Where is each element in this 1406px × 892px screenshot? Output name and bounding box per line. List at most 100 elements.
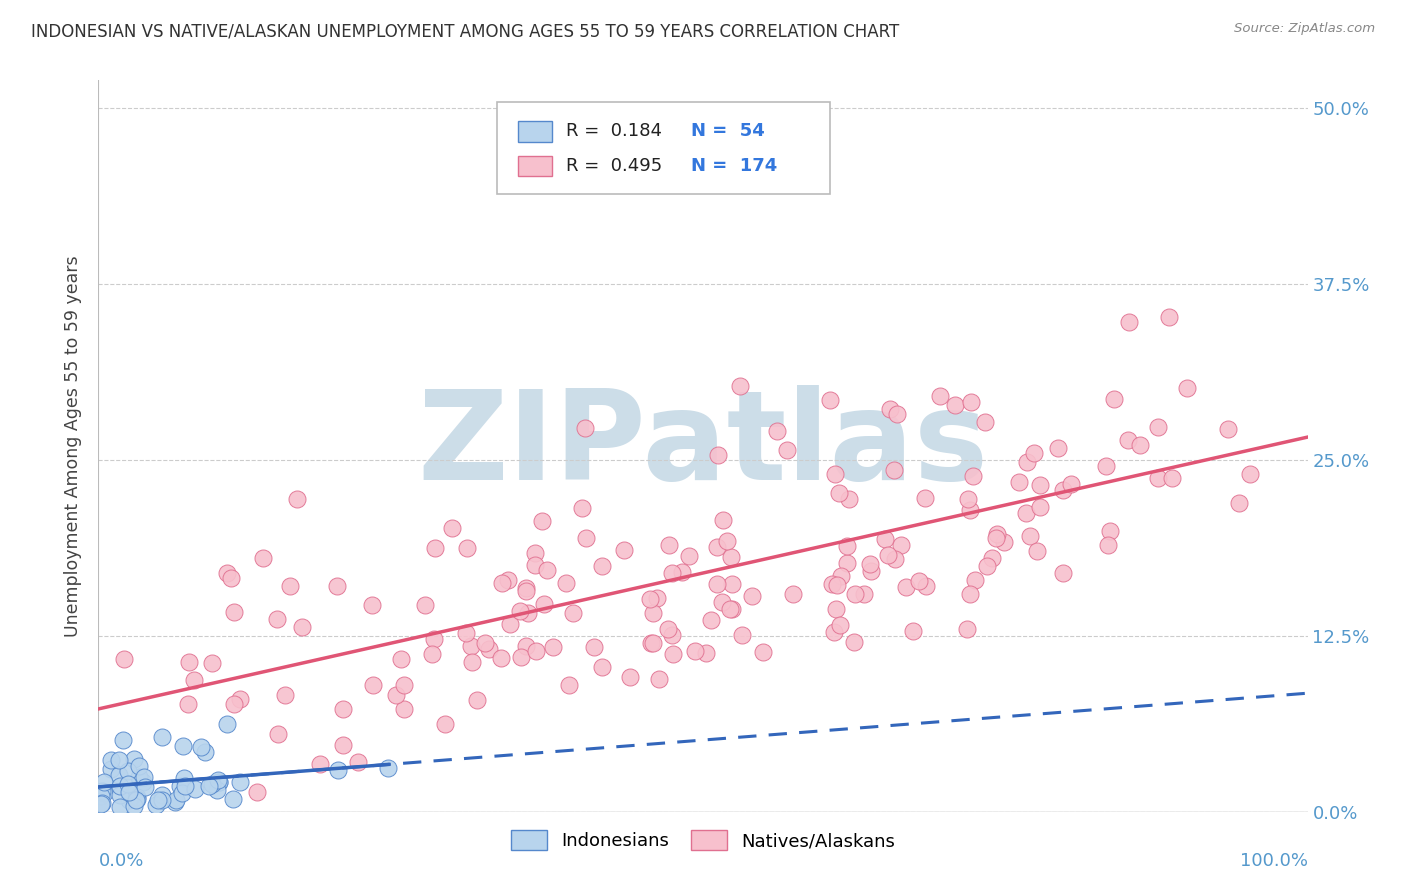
Point — [837, 539, 859, 553]
Point — [976, 559, 998, 574]
Point — [960, 395, 983, 409]
Point — [706, 540, 728, 554]
Point — [718, 601, 741, 615]
Point — [959, 502, 981, 516]
Point — [222, 697, 245, 711]
Point — [460, 639, 482, 653]
Point — [328, 763, 350, 777]
Point — [510, 650, 533, 665]
Point — [478, 642, 501, 657]
Point — [215, 717, 238, 731]
Point — [131, 774, 153, 789]
Point — [915, 579, 938, 593]
Point — [118, 792, 141, 806]
Point — [360, 598, 382, 612]
Point — [266, 612, 288, 626]
Point — [835, 557, 858, 571]
Point — [555, 575, 578, 590]
Point — [1095, 458, 1118, 473]
Point — [741, 589, 763, 603]
Point — [100, 762, 122, 776]
Point — [491, 576, 513, 591]
Point — [377, 761, 399, 775]
Point — [1029, 478, 1052, 492]
Point — [986, 526, 1008, 541]
Point — [1160, 471, 1182, 485]
Text: 0.0%: 0.0% — [98, 852, 143, 870]
Point — [1216, 422, 1239, 436]
Point — [993, 534, 1015, 549]
Point — [252, 550, 274, 565]
Point — [571, 500, 593, 515]
Point — [1147, 420, 1170, 434]
Point — [658, 538, 681, 552]
Point — [661, 647, 683, 661]
Point — [524, 546, 547, 560]
Point — [536, 563, 558, 577]
Point — [541, 640, 564, 654]
Point — [145, 798, 167, 813]
Point — [197, 779, 219, 793]
Point — [229, 775, 252, 789]
Point — [100, 753, 122, 767]
Legend: Indonesians, Natives/Alaskans: Indonesians, Natives/Alaskans — [503, 823, 903, 857]
Point — [591, 559, 613, 574]
Point — [1007, 475, 1029, 489]
Point — [707, 448, 730, 462]
Point — [108, 800, 131, 814]
Point — [517, 607, 540, 621]
Point — [112, 733, 135, 747]
Point — [93, 775, 115, 789]
Point — [1097, 538, 1119, 552]
Point — [108, 768, 131, 782]
Point — [844, 635, 866, 649]
Point — [90, 797, 112, 811]
Point — [201, 656, 224, 670]
Point — [838, 491, 860, 506]
Point — [183, 673, 205, 687]
Point — [125, 793, 148, 807]
Point — [818, 393, 841, 408]
Point — [647, 672, 669, 686]
Point — [1052, 483, 1074, 497]
Point — [828, 486, 851, 500]
Point — [332, 738, 354, 752]
Point — [830, 568, 852, 582]
Point — [389, 651, 412, 665]
Point — [392, 678, 415, 692]
Point — [112, 652, 135, 666]
Point — [883, 463, 905, 477]
Point — [1060, 477, 1083, 491]
Point — [956, 491, 979, 506]
Point — [413, 599, 436, 613]
Point — [1014, 506, 1036, 520]
Point — [499, 617, 522, 632]
Point — [641, 635, 664, 649]
Point — [222, 605, 245, 619]
Point — [1104, 392, 1126, 406]
Point — [165, 795, 187, 809]
Text: N =  174: N = 174 — [690, 157, 778, 175]
Point — [332, 702, 354, 716]
Point — [165, 793, 187, 807]
Text: INDONESIAN VS NATIVE/ALASKAN UNEMPLOYMENT AMONG AGES 55 TO 59 YEARS CORRELATION : INDONESIAN VS NATIVE/ALASKAN UNEMPLOYMEN… — [31, 22, 900, 40]
Point — [392, 701, 415, 715]
Point — [146, 793, 169, 807]
Point — [172, 786, 194, 800]
Point — [875, 532, 897, 546]
Point — [1118, 315, 1140, 329]
Point — [347, 756, 370, 770]
Point — [122, 752, 145, 766]
Point — [128, 759, 150, 773]
Point — [208, 774, 231, 789]
Point — [1239, 467, 1261, 481]
Point — [384, 688, 406, 702]
Point — [194, 745, 217, 759]
Point — [886, 407, 908, 421]
Point — [456, 625, 478, 640]
Point — [125, 792, 148, 806]
Point — [509, 604, 531, 618]
Point — [877, 548, 900, 562]
Point — [860, 564, 883, 578]
Point — [128, 770, 150, 784]
